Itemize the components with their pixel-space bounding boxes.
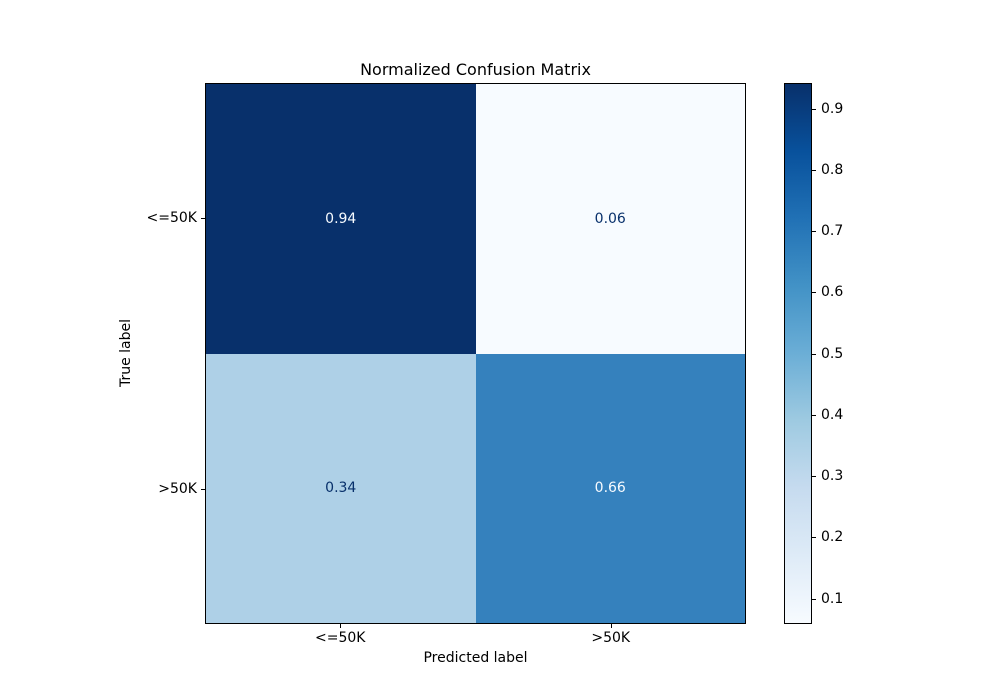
colorbar-tickmark (812, 598, 816, 600)
matrix-cell-0-1: 0.06 (475, 84, 745, 354)
cell-value: 0.06 (594, 210, 626, 227)
matrix-cell-0-0: 0.94 (206, 84, 476, 354)
cell-value: 0.94 (325, 210, 357, 227)
matrix-cell-1-0: 0.34 (206, 353, 476, 623)
colorbar-tickmark (812, 231, 816, 232)
cell-value: 0.66 (594, 480, 626, 497)
x-axis-label: Predicted label (423, 650, 528, 666)
colorbar-tick-label-3: 0.6 (821, 284, 844, 301)
colorbar-tickmark (812, 476, 816, 477)
confusion-matrix-heatmap: 0.94 0.06 0.34 0.66 (205, 83, 746, 624)
colorbar-tickmark (812, 292, 816, 294)
y-tickmark (201, 488, 205, 490)
colorbar-tickmark (812, 414, 816, 416)
colorbar-tick-label-6: 0.3 (821, 468, 844, 484)
x-tickmark (610, 624, 612, 628)
colorbar-tickmark (812, 108, 816, 110)
colorbar (784, 83, 812, 624)
y-axis-label: True label (118, 318, 134, 388)
y-tick-label-0: <=50K (146, 210, 197, 227)
colorbar-tick-label-7: 0.2 (821, 529, 844, 546)
x-tickmark (340, 624, 342, 628)
colorbar-tick-label-1: 0.8 (821, 161, 844, 178)
y-tickmark (201, 218, 205, 220)
x-tick-label-0: <=50K (315, 630, 366, 646)
colorbar-tick-label-5: 0.4 (821, 406, 844, 423)
colorbar-tickmark (812, 537, 816, 539)
colorbar-tick-label-4: 0.5 (821, 345, 844, 362)
cell-value: 0.34 (325, 480, 357, 497)
y-tick-label-1: >50K (158, 480, 197, 497)
x-tick-label-1: >50K (591, 630, 631, 646)
colorbar-tickmark (812, 169, 816, 171)
chart-title: Normalized Confusion Matrix (360, 60, 591, 79)
colorbar-tickmark (812, 353, 816, 355)
colorbar-tick-label-0: 0.9 (821, 100, 844, 117)
colorbar-tick-label-8: 0.1 (821, 590, 844, 607)
matrix-cell-1-1: 0.66 (475, 353, 745, 623)
colorbar-tick-label-2: 0.7 (821, 223, 844, 239)
